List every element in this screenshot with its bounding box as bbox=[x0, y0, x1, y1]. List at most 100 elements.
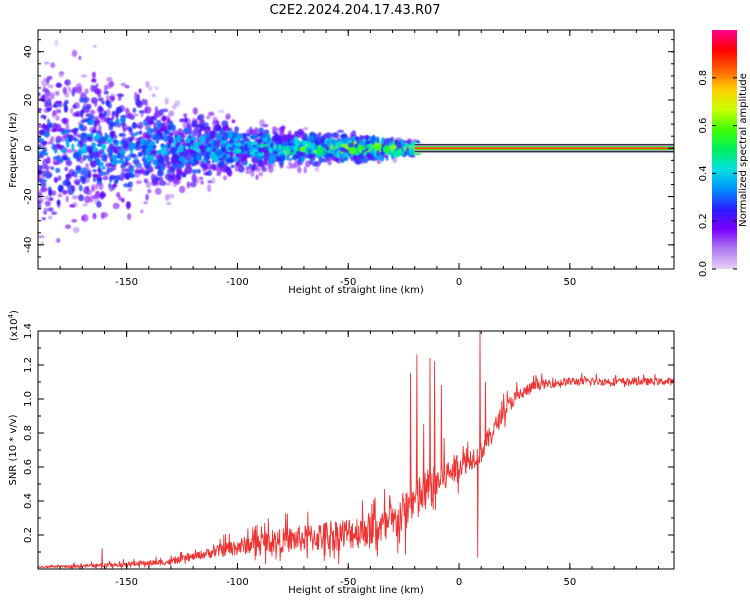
spectrogram-point bbox=[101, 144, 107, 150]
spectrogram-point bbox=[288, 142, 293, 146]
spectrogram-point bbox=[154, 106, 158, 114]
spectrogram-point bbox=[122, 126, 127, 133]
snr-y-tick-label: 1.2 bbox=[23, 357, 34, 373]
spectrogram-point bbox=[143, 201, 148, 205]
spectrogram-point bbox=[166, 117, 171, 124]
spectrogram-point bbox=[370, 136, 376, 142]
spectrogram-point bbox=[47, 207, 54, 212]
spectrogram-point bbox=[87, 170, 92, 179]
spectrogram-point bbox=[97, 93, 102, 98]
spectrogram-y-axis-label: Frequency (Hz) bbox=[8, 112, 19, 188]
spectrogram-point bbox=[92, 71, 96, 79]
spectrogram-point bbox=[368, 145, 373, 150]
spectrogram-point bbox=[173, 139, 177, 148]
spectrogram-point bbox=[211, 177, 216, 184]
spectrogram-point bbox=[222, 165, 227, 173]
spectrogram-x-axis-label: Height of straight line (km) bbox=[288, 285, 424, 296]
spectrogram-point bbox=[46, 156, 51, 164]
spectrogram-point bbox=[299, 151, 307, 157]
spectrogram-point bbox=[162, 150, 169, 155]
spectrogram-point bbox=[144, 99, 148, 107]
spectrogram-point bbox=[191, 175, 199, 183]
spectrogram-point bbox=[340, 153, 345, 160]
snr-x-tick-label: 50 bbox=[563, 577, 576, 588]
spectrogram-point bbox=[344, 156, 349, 162]
spectrogram-point bbox=[124, 168, 130, 173]
spectrogram-point bbox=[66, 160, 72, 165]
spectrogram-y-tick-label: -40 bbox=[23, 237, 34, 253]
spectrogram-point bbox=[127, 181, 133, 188]
spectrogram-point bbox=[58, 175, 62, 181]
spectrogram-point bbox=[286, 165, 292, 170]
spectrogram-point bbox=[53, 176, 59, 183]
spectrogram-point bbox=[99, 192, 107, 197]
spectrogram-point bbox=[309, 132, 316, 137]
spectrogram-point bbox=[115, 106, 123, 114]
spectrogram-point bbox=[72, 136, 77, 141]
spectrogram-point bbox=[174, 154, 180, 162]
spectrogram-point bbox=[138, 88, 142, 94]
spectrogram-point bbox=[167, 142, 171, 150]
spectrogram-x-tick-label: 50 bbox=[563, 277, 576, 288]
spectrogram-point bbox=[210, 130, 216, 136]
spectrogram-point bbox=[79, 123, 84, 131]
spectrogram-point bbox=[286, 155, 290, 161]
spectrogram-point bbox=[54, 39, 59, 47]
spectrogram-point bbox=[215, 150, 222, 157]
spectrogram-point bbox=[58, 144, 65, 148]
spectrogram-point bbox=[65, 195, 69, 203]
snr-x-axis-label: Height of straight line (km) bbox=[288, 585, 424, 596]
spectrogram-point bbox=[49, 197, 54, 201]
spectrogram-point bbox=[234, 166, 241, 172]
spectrogram-point bbox=[85, 162, 89, 171]
spectrogram-point bbox=[88, 119, 95, 126]
spectrogram-point bbox=[251, 156, 258, 164]
spectrogram-point bbox=[168, 110, 175, 117]
spectrogram-point bbox=[223, 175, 227, 181]
spectrogram-point bbox=[331, 155, 337, 161]
spectrogram-point bbox=[88, 146, 93, 154]
snr-scale-prefix: (x10 bbox=[9, 318, 20, 341]
spectrogram-point bbox=[96, 201, 102, 208]
spectrogram-point bbox=[191, 169, 199, 174]
spectrogram-point bbox=[52, 111, 55, 118]
spectrogram-point bbox=[85, 189, 92, 196]
spectrogram-point bbox=[50, 62, 56, 68]
snr-series-line bbox=[38, 331, 674, 569]
spectrogram-point bbox=[103, 84, 108, 92]
spectrogram-point bbox=[82, 125, 88, 132]
spectrogram-point bbox=[163, 136, 168, 143]
spectrogram-point bbox=[73, 133, 81, 137]
spectrogram-point bbox=[57, 109, 62, 114]
spectrogram-point bbox=[44, 96, 51, 101]
spectrogram-point bbox=[206, 160, 211, 164]
spectrogram-point bbox=[43, 115, 47, 120]
spectrogram-x-tick-label: 0 bbox=[456, 277, 462, 288]
spectrogram-point bbox=[335, 141, 343, 148]
snr-scale-factor: (x104) bbox=[7, 310, 20, 341]
spectrogram-point bbox=[164, 182, 172, 186]
spectrogram-point bbox=[258, 147, 265, 154]
spectrogram-point bbox=[120, 163, 126, 169]
spectrogram-point bbox=[66, 148, 73, 154]
spectrogram-point bbox=[396, 142, 402, 149]
spectrogram-point bbox=[120, 82, 127, 87]
spectrogram-point bbox=[112, 202, 120, 210]
spectrogram-point bbox=[154, 165, 161, 170]
spectrogram-point bbox=[135, 180, 142, 185]
spectrogram-point bbox=[160, 143, 165, 147]
spectrogram-point bbox=[54, 90, 60, 95]
spectrogram-point bbox=[65, 224, 71, 229]
spectrogram-point bbox=[63, 104, 68, 113]
spectrogram-point bbox=[55, 135, 62, 143]
spectrogram-point bbox=[98, 137, 105, 143]
spectrogram-point bbox=[80, 119, 87, 123]
spectrogram-point bbox=[208, 111, 215, 117]
spectrogram-point bbox=[38, 235, 45, 239]
spectrogram-point bbox=[57, 184, 64, 193]
spectrogram-point bbox=[138, 121, 144, 130]
spectrogram-point bbox=[111, 111, 115, 120]
spectrogram-point bbox=[139, 144, 147, 150]
spectrogram-point bbox=[41, 170, 47, 177]
spectrogram-point bbox=[294, 136, 298, 145]
